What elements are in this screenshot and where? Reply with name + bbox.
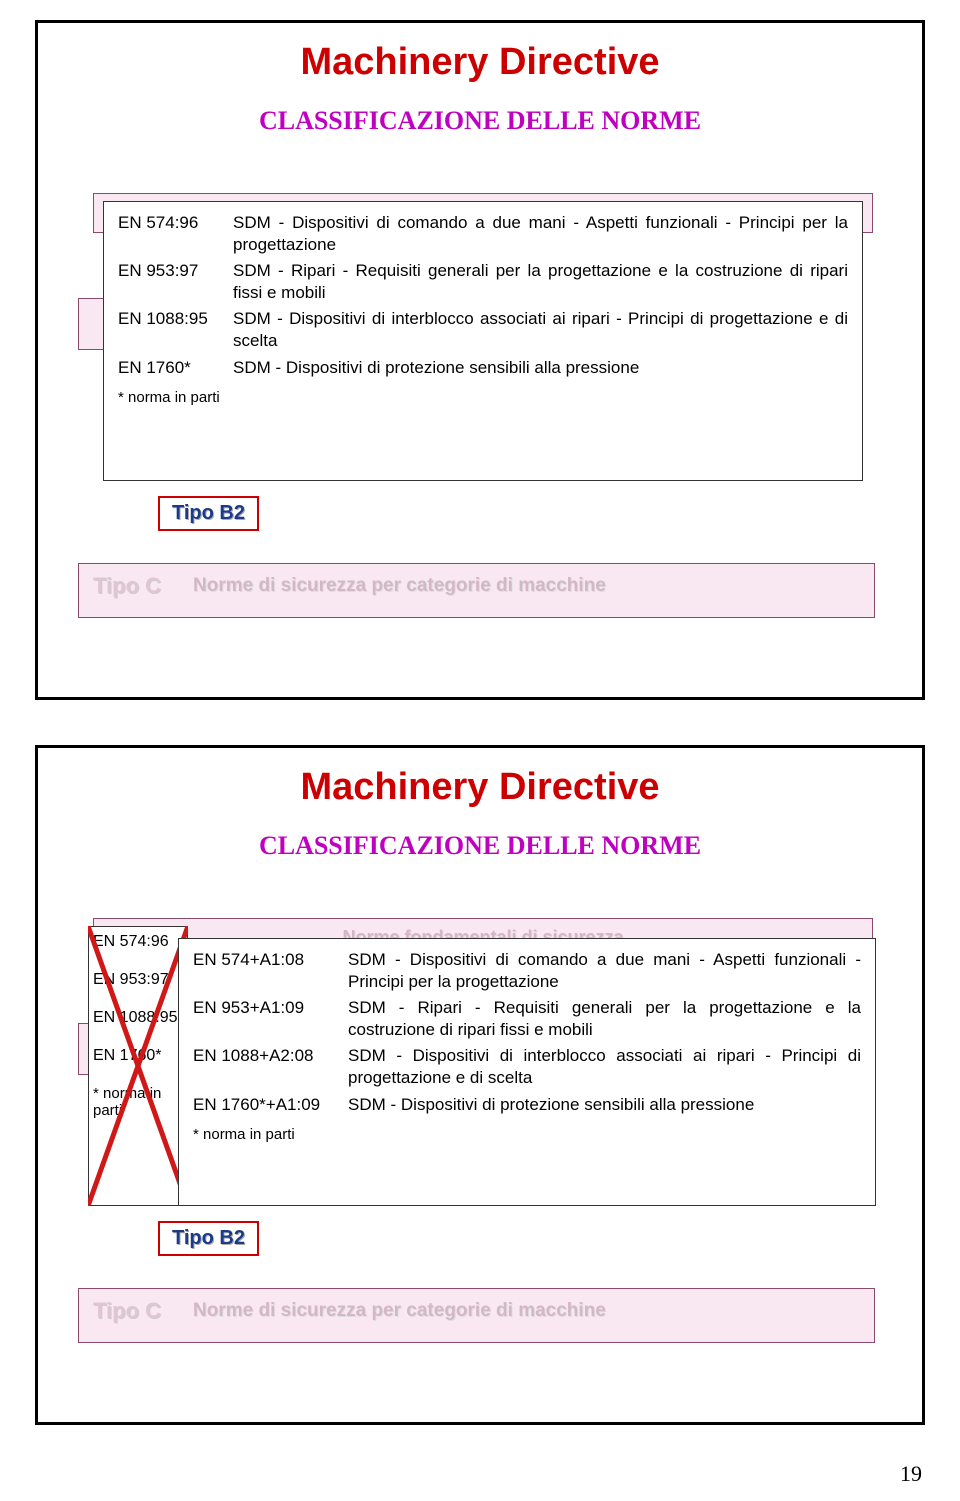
std-desc: SDM - Dispositivi di comando a due mani … [348, 949, 861, 993]
std-row: EN 1088:95 SDM - Dispositivi di interblo… [118, 308, 848, 352]
slide-2: Machinery Directive CLASSIFICAZIONE DELL… [35, 745, 925, 1425]
old-code: EN 574:96 [93, 933, 183, 951]
new-standards-box: EN 574+A1:08 SDM - Dispositivi di comand… [178, 938, 876, 1206]
slide-1: Machinery Directive CLASSIFICAZIONE DELL… [35, 20, 925, 700]
tipo-c-label: Tipo C [93, 1298, 161, 1324]
std-desc: SDM - Dispositivi di comando a due mani … [233, 212, 848, 256]
std-code: EN 953:97 [118, 260, 233, 304]
tipo-c-ghost: Norme di sicurezza per categorie di macc… [193, 575, 606, 597]
std-code: EN 953+A1:09 [193, 997, 348, 1041]
std-row: EN 953:97 SDM - Ripari - Requisiti gener… [118, 260, 848, 304]
std-code: EN 574+A1:08 [193, 949, 348, 993]
old-code: EN 1088:95 [93, 1009, 183, 1027]
std-row: EN 574+A1:08 SDM - Dispositivi di comand… [193, 949, 861, 993]
std-code: EN 1760*+A1:09 [193, 1094, 348, 1116]
footnote: * norma in parti [118, 389, 848, 406]
slide-title: Machinery Directive [38, 748, 922, 809]
std-code: EN 574:96 [118, 212, 233, 256]
standards-box: EN 574:96 SDM - Dispositivi di comando a… [103, 201, 863, 481]
std-row: EN 953+A1:09 SDM - Ripari - Requisiti ge… [193, 997, 861, 1041]
old-standards-box: EN 574:96 EN 953:97 EN 1088:95 EN 1760* … [88, 926, 188, 1206]
slide-subtitle: CLASSIFICAZIONE DELLE NORME [38, 106, 922, 136]
std-desc: SDM - Ripari - Requisiti generali per la… [348, 997, 861, 1041]
footnote: * norma in parti [93, 1085, 183, 1119]
std-row: EN 574:96 SDM - Dispositivi di comando a… [118, 212, 848, 256]
tipo-b2-label: Tipo B2 [158, 1221, 259, 1256]
footnote: * norma in parti [193, 1126, 861, 1143]
std-row: EN 1088+A2:08 SDM - Dispositivi di inter… [193, 1045, 861, 1089]
std-desc: SDM - Dispositivi di interblocco associa… [233, 308, 848, 352]
std-desc: SDM - Ripari - Requisiti generali per la… [233, 260, 848, 304]
std-code: EN 1088:95 [118, 308, 233, 352]
std-desc: SDM - Dispositivi di protezione sensibil… [348, 1094, 861, 1116]
old-code: EN 953:97 [93, 971, 183, 989]
std-desc: SDM - Dispositivi di interblocco associa… [348, 1045, 861, 1089]
std-code: EN 1088+A2:08 [193, 1045, 348, 1089]
std-desc: SDM - Dispositivi di protezione sensibil… [233, 357, 848, 379]
std-row: EN 1760* SDM - Dispositivi di protezione… [118, 357, 848, 379]
tipo-b2-label: Tipo B2 [158, 496, 259, 531]
slide-subtitle: CLASSIFICAZIONE DELLE NORME [38, 831, 922, 861]
std-row: EN 1760*+A1:09 SDM - Dispositivi di prot… [193, 1094, 861, 1116]
tipo-c-label: Tipo C [93, 573, 161, 599]
std-code: EN 1760* [118, 357, 233, 379]
slide-title: Machinery Directive [38, 23, 922, 84]
old-code: EN 1760* [93, 1047, 183, 1065]
page-number: 19 [900, 1461, 922, 1487]
